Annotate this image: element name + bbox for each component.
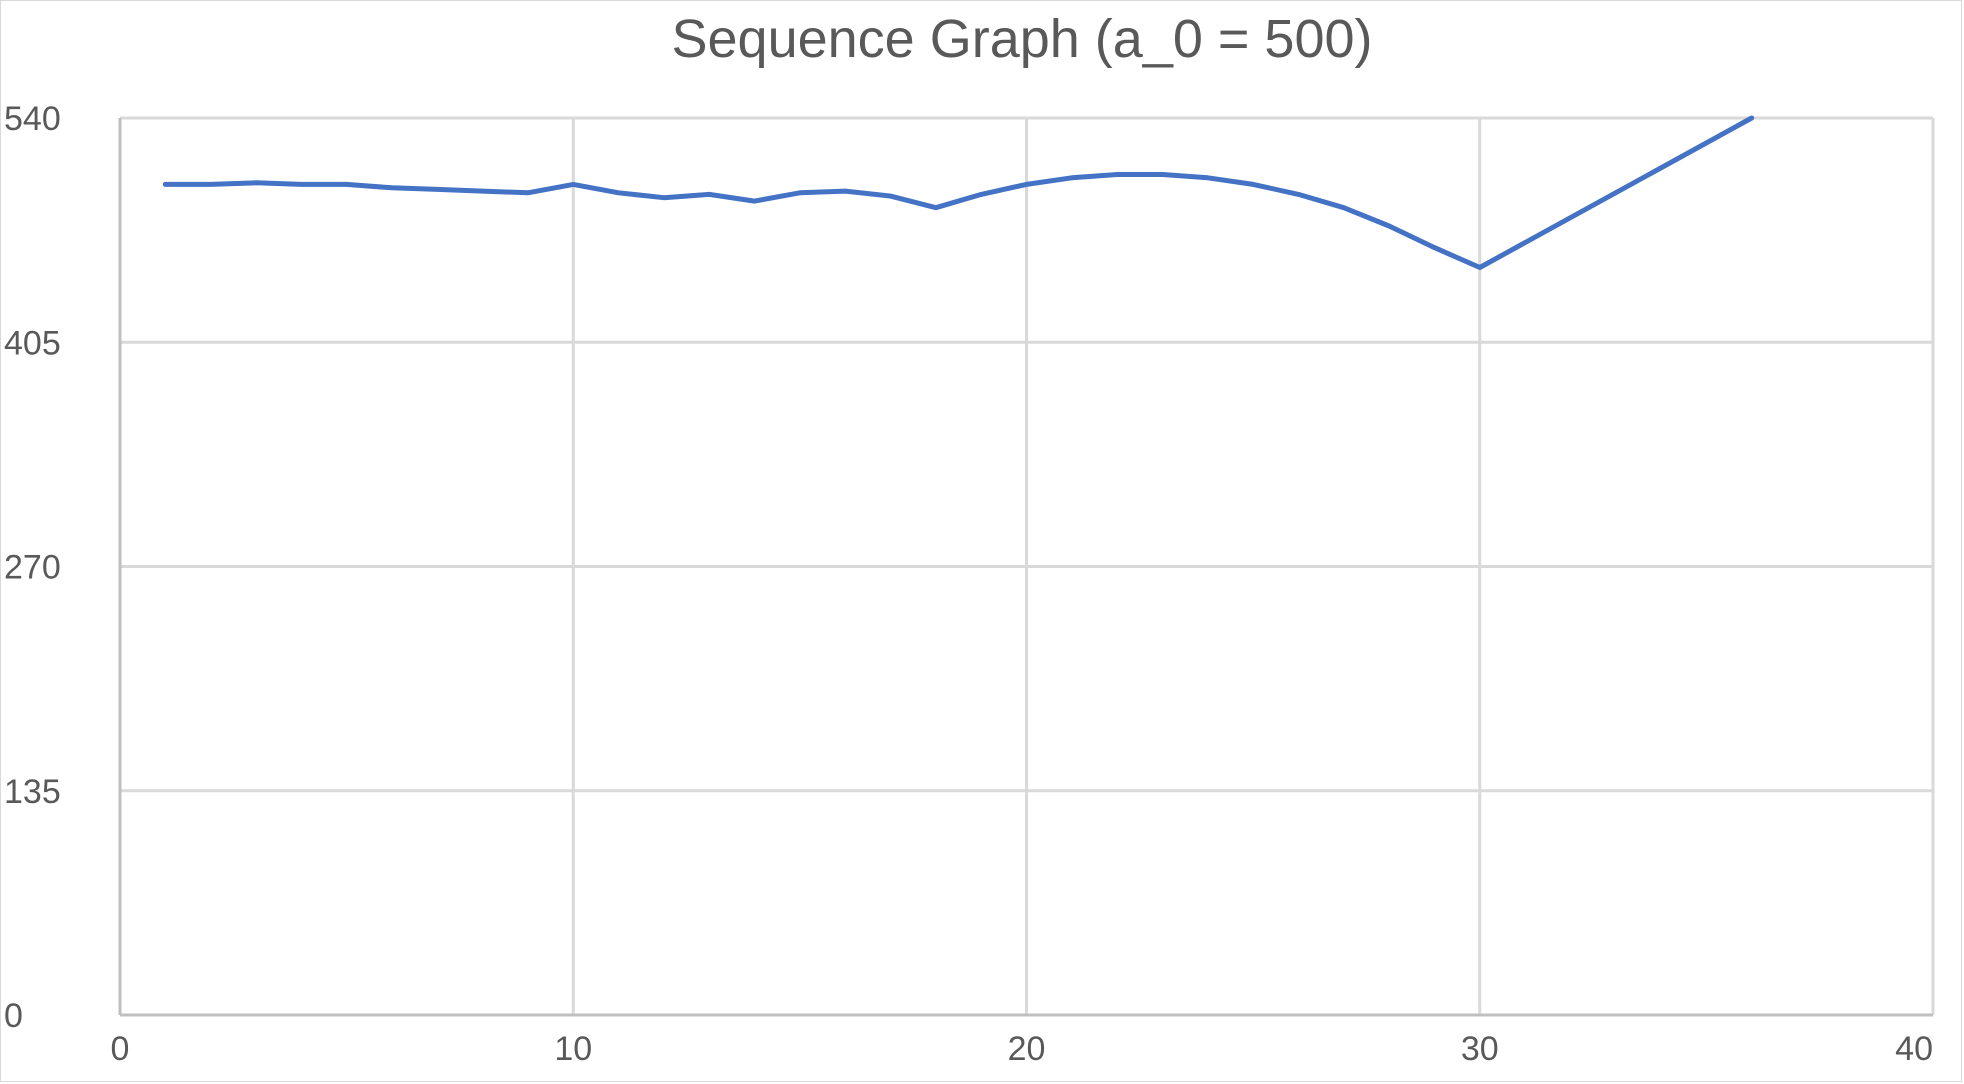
x-tick-label: 10 bbox=[554, 1030, 592, 1068]
chart-title: Sequence Graph (a_0 = 500) bbox=[672, 9, 1373, 69]
x-tick-label: 20 bbox=[1008, 1030, 1046, 1068]
x-tick-label: 40 bbox=[1895, 1030, 1933, 1068]
series-line bbox=[162, 115, 1755, 270]
y-tick-label: 135 bbox=[4, 773, 61, 811]
tick-labels: 0 135 270 405 540 0 10 20 30 40 bbox=[4, 100, 1933, 1068]
grid-lines bbox=[120, 116, 1935, 1015]
axes bbox=[118, 118, 1933, 1017]
x-tick-label: 0 bbox=[111, 1030, 130, 1068]
x-tick-label: 30 bbox=[1461, 1030, 1499, 1068]
y-tick-label: 540 bbox=[4, 100, 61, 138]
series-layer bbox=[162, 115, 1755, 270]
y-tick-label: 405 bbox=[4, 324, 61, 362]
y-tick-label: 0 bbox=[4, 997, 23, 1035]
y-tick-label: 270 bbox=[4, 549, 61, 587]
